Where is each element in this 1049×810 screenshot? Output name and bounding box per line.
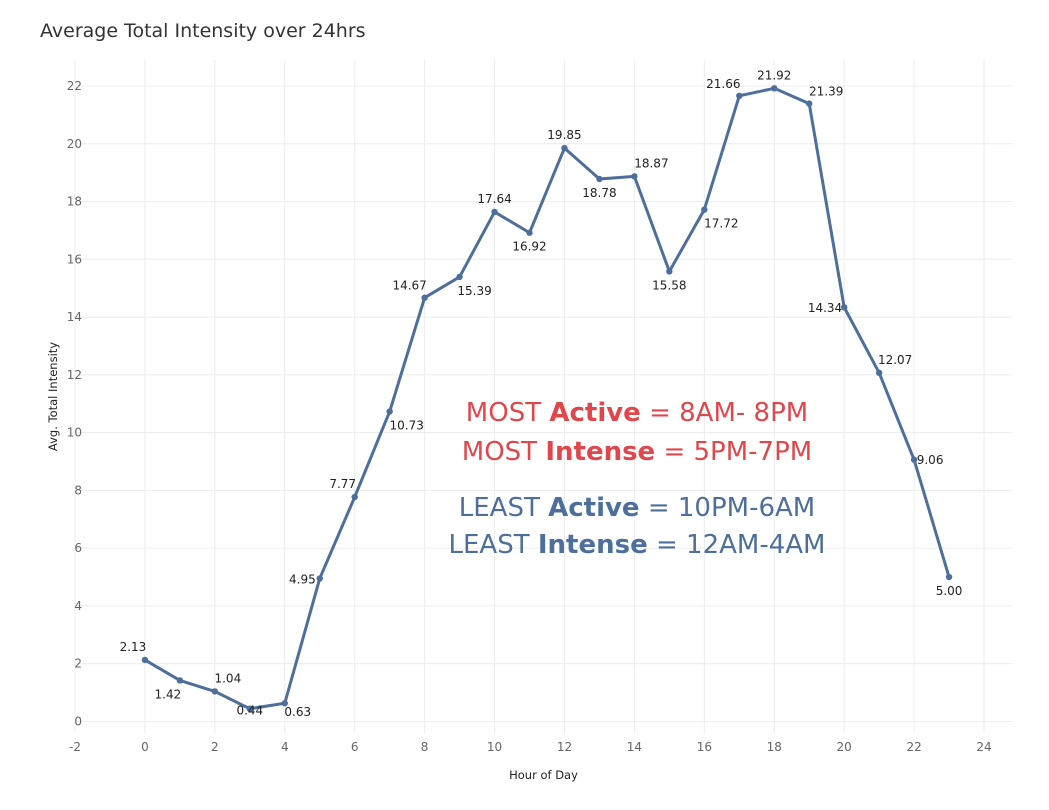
- x-tick-label: 8: [421, 740, 429, 754]
- data-point: [211, 688, 219, 695]
- data-label: 21.39: [809, 85, 843, 99]
- x-tick-label: 0: [141, 740, 149, 754]
- data-point: [281, 700, 288, 707]
- data-point: [806, 100, 813, 107]
- x-tick-label: 18: [767, 740, 782, 754]
- y-tick-label: 18: [67, 195, 82, 209]
- y-axis-label: Avg. Total Intensity: [46, 342, 60, 451]
- data-label: 21.92: [757, 68, 791, 82]
- data-label: 0.63: [284, 705, 311, 719]
- data-labels: 2.13 1.42 1.04 0.44 0.63 4.95 7.77 10.73 14.67 15…: [120, 68, 963, 719]
- x-tick-label: 12: [557, 740, 572, 754]
- x-tick-label: 4: [281, 740, 289, 754]
- x-tick-label: 16: [697, 740, 712, 754]
- y-tick-label: 22: [67, 79, 82, 93]
- data-point: [875, 369, 883, 377]
- y-tick-label: 2: [74, 657, 82, 671]
- y-tick-label: 12: [67, 368, 82, 382]
- y-axis-ticks: 0 2 4 6 8 10 12 14 16 18 20 22: [67, 79, 82, 728]
- data-label: 4.95: [289, 572, 316, 586]
- data-point: [386, 408, 393, 415]
- data-label: 16.92: [512, 240, 546, 254]
- x-axis-ticks: -2 0 2 4 6 8 10 12 14 16 18 20 22 24: [69, 740, 992, 754]
- data-point: [561, 144, 568, 152]
- y-tick-label: 8: [74, 483, 82, 497]
- y-tick-label: 0: [74, 714, 82, 728]
- data-label: 9.06: [917, 453, 944, 467]
- y-tick-label: 6: [74, 541, 82, 555]
- data-label: 19.85: [547, 128, 581, 142]
- data-point: [840, 304, 848, 311]
- x-tick-label: 10: [487, 740, 502, 754]
- data-point: [526, 229, 533, 236]
- x-tick-label: 14: [627, 740, 642, 754]
- y-tick-label: 4: [74, 599, 82, 613]
- x-tick-label: 6: [351, 740, 359, 754]
- data-label: 21.66: [706, 77, 740, 91]
- data-point: [491, 208, 498, 216]
- annotation-text: LEAST Intense = 12AM-4AM: [449, 530, 826, 560]
- data-label: 0.44: [236, 704, 263, 718]
- x-tick-label: 22: [906, 740, 921, 754]
- data-point: [421, 294, 428, 301]
- data-point: [316, 575, 323, 582]
- data-label: 17.72: [704, 217, 738, 231]
- data-label: 18.87: [634, 156, 668, 170]
- data-label: 2.13: [120, 640, 147, 654]
- data-point: [456, 273, 463, 281]
- data-point: [666, 268, 673, 275]
- y-tick-label: 10: [67, 426, 82, 440]
- x-tick-label: -2: [69, 740, 81, 754]
- data-point: [176, 677, 184, 684]
- data-label: 17.64: [477, 192, 511, 206]
- data-point: [910, 456, 918, 463]
- annotation-text: MOST Intense = 5PM-7PM: [462, 437, 812, 467]
- data-points: [141, 85, 953, 712]
- data-point: [701, 206, 708, 213]
- data-label: 5.00: [936, 584, 963, 598]
- x-tick-label: 24: [976, 740, 991, 754]
- data-label: 18.78: [582, 186, 616, 200]
- data-label: 14.67: [392, 279, 426, 293]
- y-tick-label: 14: [67, 310, 82, 324]
- chart-title: Average Total Intensity over 24hrs: [40, 20, 366, 42]
- data-point: [596, 175, 603, 183]
- data-label: 14.34: [808, 301, 842, 315]
- annotations: MOST Active = 8AM- 8PM MOST Intense = 5PM…: [449, 398, 826, 560]
- x-tick-label: 20: [837, 740, 852, 754]
- data-label: 7.77: [329, 477, 356, 491]
- data-point: [771, 85, 778, 92]
- data-label: 15.39: [457, 284, 491, 298]
- gridlines: [74, 60, 1012, 733]
- data-label: 1.04: [214, 671, 241, 685]
- y-tick-label: 20: [67, 137, 82, 151]
- data-label: 15.58: [652, 278, 686, 292]
- data-point: [736, 92, 743, 100]
- data-point: [945, 573, 953, 581]
- data-point: [631, 173, 638, 180]
- data-point: [351, 493, 358, 501]
- annotation-text: MOST Active = 8AM- 8PM: [466, 398, 808, 428]
- data-point: [141, 656, 149, 664]
- x-tick-label: 2: [211, 740, 219, 754]
- data-point: [246, 705, 254, 712]
- data-label: 10.73: [389, 419, 423, 433]
- series-line: [144, 86, 951, 711]
- x-axis-label: Hour of Day: [509, 768, 578, 782]
- annotation-text: LEAST Active = 10PM-6AM: [459, 493, 815, 523]
- y-tick-label: 16: [67, 252, 82, 266]
- data-label: 1.42: [155, 687, 182, 701]
- data-label: 12.07: [878, 353, 912, 367]
